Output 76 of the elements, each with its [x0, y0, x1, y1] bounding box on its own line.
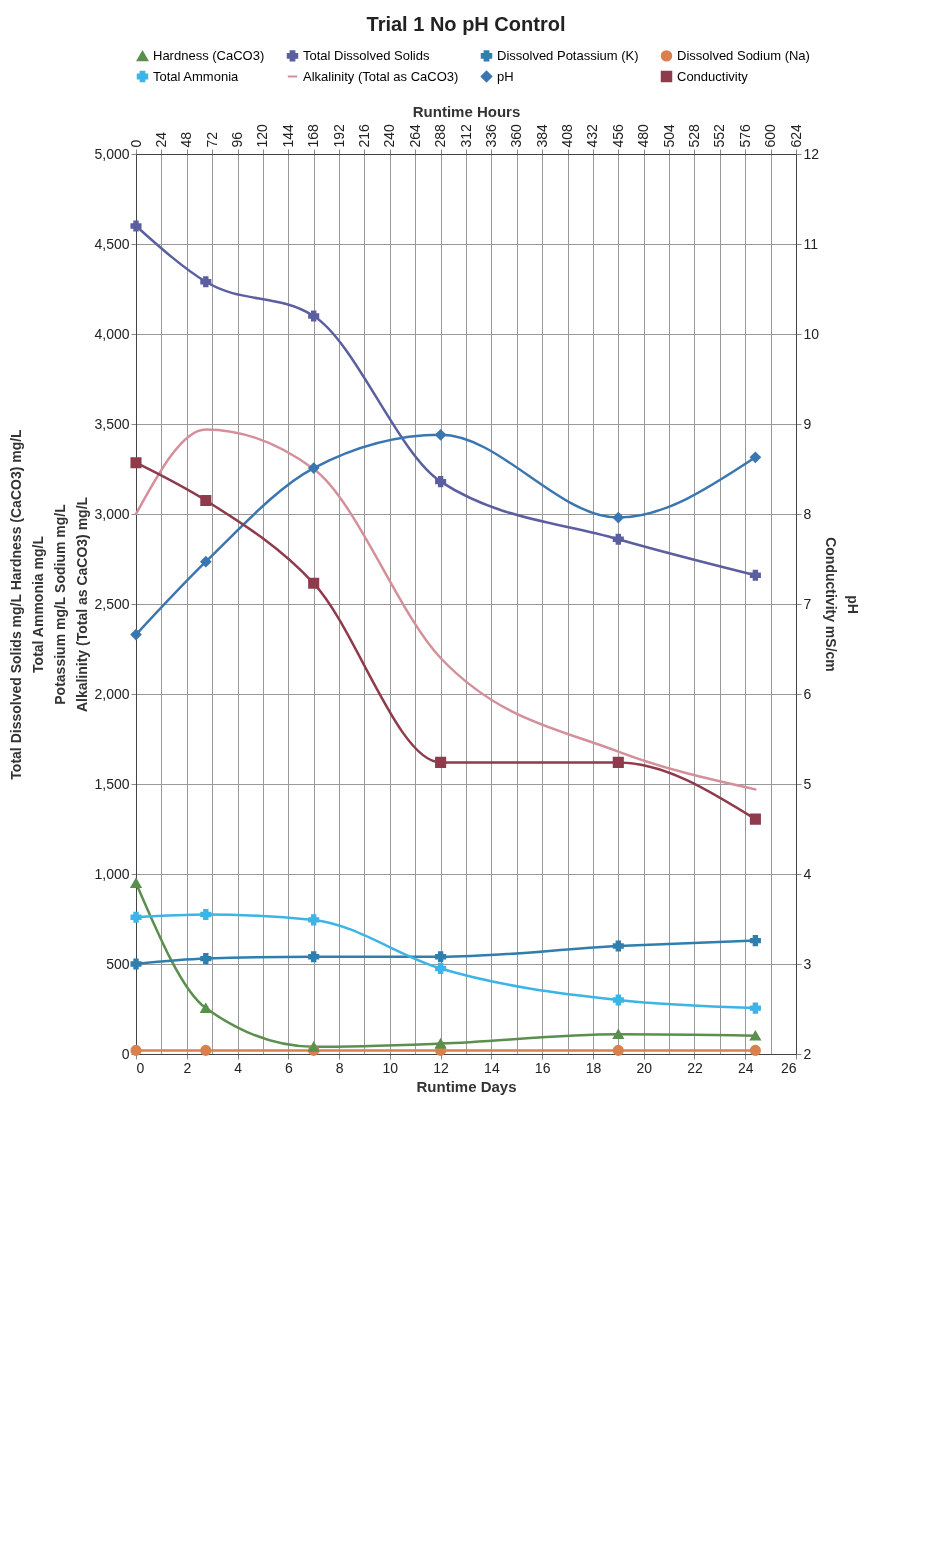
x2-tick-label: 504	[660, 123, 677, 148]
y2-tick-label: 5	[803, 775, 812, 792]
x2-tick-label: 48	[178, 131, 195, 148]
y2-tick-label: 2	[803, 1045, 812, 1062]
x-tick-label: 10	[382, 1059, 399, 1076]
y-tick-label: 3,000	[94, 505, 130, 522]
y-tick-label: 2,000	[94, 685, 130, 702]
y-tick-label: 1,500	[94, 775, 130, 792]
x2-tick-label: 408	[559, 123, 576, 148]
x2-tick-label: 288	[432, 123, 449, 148]
x-tick-label: 18	[585, 1059, 602, 1076]
x2-tick-label: 336	[482, 123, 499, 148]
y-tick-label: 4,000	[94, 325, 130, 342]
x2-tick-label: 24	[152, 131, 169, 148]
legend-label: Total Ammonia	[153, 68, 240, 84]
x-tick-label: 0	[136, 1059, 145, 1076]
legend-label: Dissolved Potassium (K)	[497, 47, 639, 63]
y2-tick-label: 7	[803, 595, 812, 612]
y2-tick-label: 12	[803, 145, 820, 162]
y-tick-label: 1,000	[94, 865, 130, 882]
x2-axis-title: Runtime Hours	[412, 103, 521, 121]
x2-tick-label: 600	[762, 123, 779, 148]
x2-tick-label: 384	[533, 123, 550, 148]
legend-label: Hardness (CaCO3)	[153, 48, 265, 64]
y2-tick-label: 9	[803, 415, 812, 432]
x2-tick-label: 360	[508, 123, 525, 148]
y2-tick-label: 10	[803, 325, 820, 342]
x2-tick-label: 168	[305, 123, 322, 148]
y-tick-label: 2,500	[94, 595, 130, 612]
x2-tick-label: 216	[355, 123, 372, 148]
x2-tick-label: 0	[127, 139, 144, 148]
y2-tick-label: 6	[803, 685, 812, 702]
x-tick-label: 20	[636, 1059, 653, 1076]
x2-tick-label: 264	[406, 123, 423, 148]
x2-tick-label: 96	[229, 131, 246, 148]
y2-tick-label: 11	[803, 235, 819, 252]
x-tick-label: 4	[234, 1059, 243, 1076]
x2-tick-label: 72	[203, 131, 220, 148]
y2-tick-label: 3	[803, 955, 812, 972]
y-tick-label: 5,000	[94, 145, 130, 162]
x2-tick-label: 120	[254, 123, 271, 148]
x2-tick-label: 624	[787, 123, 804, 148]
x2-tick-label: 456	[609, 123, 626, 148]
y-tick-label: 4,500	[94, 235, 130, 252]
x-tick-label: 22	[687, 1059, 703, 1076]
x-tick-label: 16	[534, 1059, 551, 1076]
y-axis-title: Total Dissolved Solids mg/L Hardness (CaCO3) mg/L Total Ammonia mg/L Potassium mg/L Sodium mg/L Alkalinity (Total as CaCO3) mg/L	[8, 428, 91, 780]
x2-tick-label: 144	[279, 123, 296, 148]
x-axis-title: Runtime Days	[416, 1077, 517, 1095]
x-tick-label: 2	[183, 1059, 192, 1076]
x2-tick-label: 240	[381, 123, 398, 148]
x-tick-label: 12	[433, 1059, 450, 1076]
legend-label: Alkalinity (Total as CaCO3)	[303, 68, 459, 84]
y2-tick-label: 8	[803, 505, 812, 522]
x-tick-label: 24	[737, 1059, 754, 1076]
legend-label: pH	[497, 68, 514, 84]
x2-tick-label: 192	[330, 123, 347, 148]
y2-axis-title: pH Conductivity mS/cm	[823, 537, 862, 672]
chart-title: Trial 1 No pH Control	[366, 13, 566, 35]
y-tick-label: 3,500	[94, 415, 130, 432]
y2-tick-label: 4	[803, 865, 812, 882]
legend-label: Conductivity	[677, 68, 749, 84]
x-tick-label: 26	[780, 1059, 797, 1076]
x2-tick-label: 480	[635, 123, 652, 148]
x2-tick-label: 312	[457, 123, 474, 148]
legend-label: Dissolved Sodium (Na)	[677, 47, 810, 63]
x2-tick-label: 528	[685, 123, 702, 148]
x-tick-label: 6	[284, 1059, 293, 1076]
x2-tick-label: 432	[584, 123, 601, 148]
x2-tick-label: 552	[711, 123, 728, 148]
x-tick-label: 8	[335, 1059, 344, 1076]
y-tick-label: 500	[106, 955, 130, 972]
x2-tick-label: 576	[736, 123, 753, 148]
y-tick-label: 0	[121, 1045, 130, 1062]
x-tick-label: 14	[484, 1059, 500, 1076]
legend-label: Total Dissolved Solids	[303, 47, 430, 63]
